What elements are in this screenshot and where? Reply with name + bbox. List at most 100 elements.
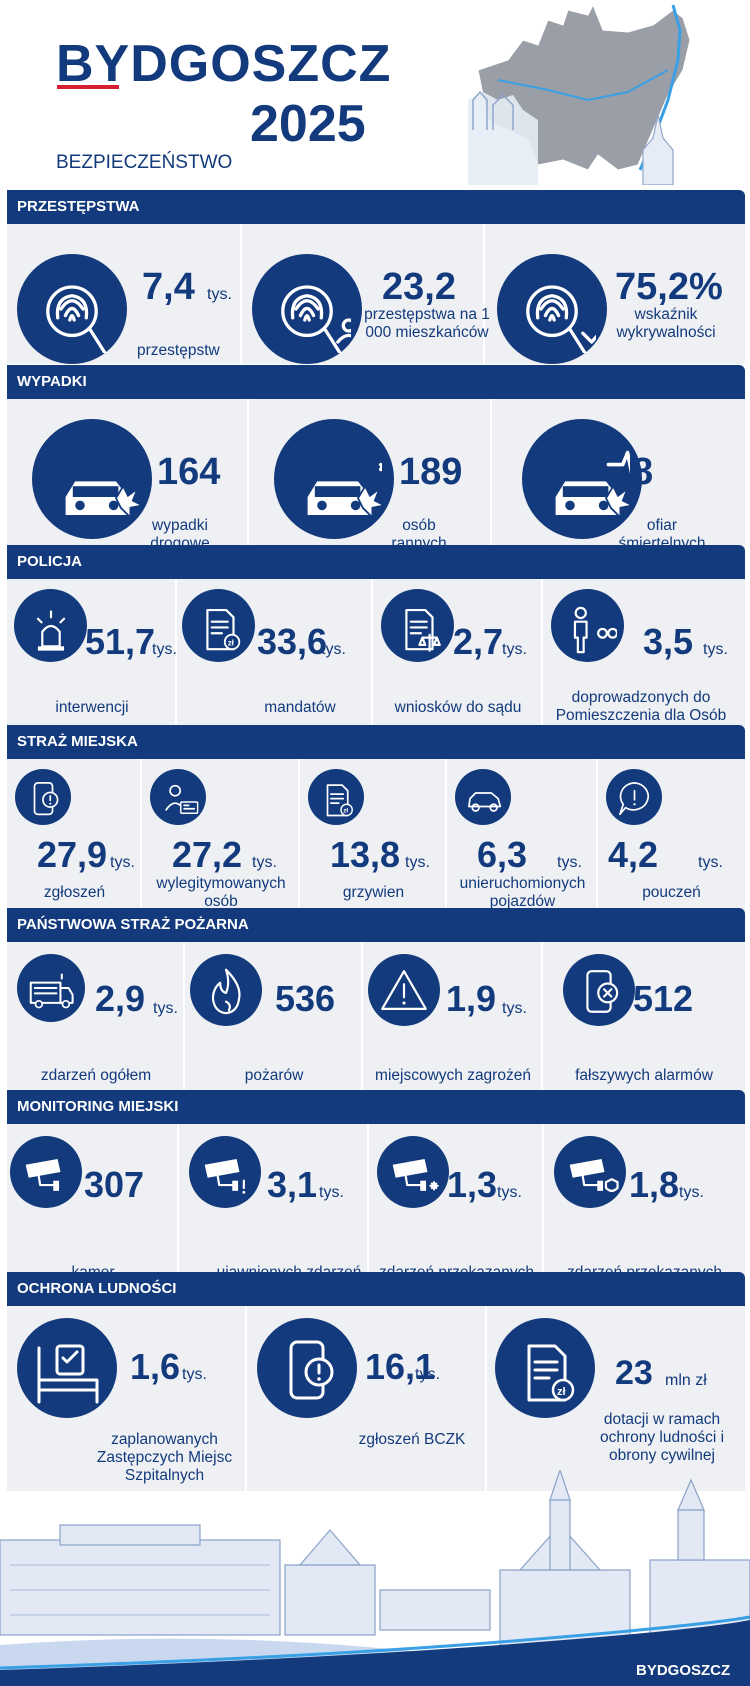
stat-label: przestępstwa na 1 000 mieszkańców [364, 306, 490, 341]
car-crash-medical-icon [274, 419, 394, 539]
stat-unit: tys. [321, 641, 346, 658]
city-skyline-illustration: BYDGOSZCZ [0, 1470, 750, 1686]
detained-person-icon [551, 589, 624, 662]
section-1: WYPADKI 164 wypadki drogowe 189 osób rannych… [7, 365, 745, 569]
section-body: 2,9 tys. zdarzeń ogółem 536 pożarów 1,9 tys. mi… [7, 942, 745, 1117]
stat-card: 4,2 tys. pouczeń [598, 759, 745, 929]
stat-value: 164 [157, 451, 221, 493]
stat-value: 51,7 [85, 621, 156, 662]
stat-label: zgłoszeń BCZK [358, 1431, 466, 1448]
section-2: POLICJA 51,7 tys. interwencji zł 33,6 tys. mand… [7, 545, 745, 749]
section-title: STRAŻ MIEJSKA [7, 725, 745, 759]
stat-card: 2,9 tys. zdarzeń ogółem [7, 942, 185, 1117]
stat-unit: tys. [252, 854, 277, 871]
stat-card: 1,6 tys. zaplanowanych Zastępczych Miejsc … [7, 1306, 247, 1491]
stat-value: 1,6 [130, 1346, 181, 1387]
stat-unit: tys. [207, 286, 232, 303]
stat-card: 536 pożarów [185, 942, 363, 1117]
stat-unit: tys. [497, 1184, 522, 1201]
stat-card: 1,9 tys. miejscowych zagrożeń [363, 942, 543, 1117]
stat-card: 3,5 tys. doprowadzonych do Pomieszczenia d… [543, 579, 739, 749]
stat-unit: tys. [415, 1366, 440, 1383]
svg-text:zł: zł [557, 1386, 566, 1398]
fire-truck-icon [17, 954, 85, 1022]
stat-label: fałszywych alarmów [575, 1067, 713, 1084]
stat-unit: tys. [502, 1000, 527, 1017]
stat-unit: tys. [110, 854, 135, 871]
stat-card: zł 33,6 tys. mandatów [177, 579, 373, 749]
stat-value: 6,3 [477, 834, 528, 875]
stat-card: 23,2 przestępstwa na 1 000 mieszkańców [242, 224, 490, 364]
cctv-camera-icon [10, 1136, 82, 1208]
stat-label: zgłoszeń [43, 884, 106, 901]
cctv-guard-icon [554, 1136, 626, 1208]
stat-value: 8 [632, 451, 654, 493]
stat-card: 2,7 tys. wniosków do sądu [373, 579, 543, 749]
stat-label: interwencji [55, 699, 129, 716]
stat-value: 27,9 [37, 834, 108, 875]
fingerprint-people-icon [252, 254, 362, 364]
stat-card: 27,9 tys. zgłoszeń [7, 759, 142, 929]
stat-value: 307 [84, 1164, 145, 1205]
stat-value: 3,5 [643, 621, 694, 662]
stat-label: przestępstw [137, 342, 220, 359]
section-0: PRZESTĘPSTWA 7,4 tys. przestępstw 23,2 przest… [7, 190, 745, 364]
stat-label: mandatów [264, 699, 336, 716]
stat-card: 7,4 tys. przestępstw [7, 224, 242, 364]
fingerprint-search-icon [17, 254, 127, 364]
stat-card: 6,3 tys. unieruchomionych pojazdów [447, 759, 598, 929]
stat-value: 16,1 [365, 1346, 436, 1387]
title-accent-line [57, 85, 119, 89]
stat-unit: tys. [698, 854, 723, 871]
section-6: OCHRONA LUDNOŚCI 1,6 tys. zaplanowanych Zas… [7, 1272, 745, 1491]
section-title: PRZESTĘPSTWA [7, 190, 745, 224]
stat-unit: tys. [405, 854, 430, 871]
stat-unit: tys. [152, 641, 177, 658]
stat-card: 75,2% wskaźnik wykrywalności [485, 224, 739, 364]
stat-value: 512 [633, 978, 694, 1019]
stat-label: miejscowych zagrożeń [375, 1067, 531, 1084]
stat-unit: tys. [679, 1184, 704, 1201]
stat-unit: tys. [502, 641, 527, 658]
ticket-document-icon: zł [182, 589, 255, 662]
section-3: STRAŻ MIEJSKA 27,9 tys. zgłoszeń 27,2 tys. wyl… [7, 725, 745, 929]
stat-value: 1,9 [446, 978, 497, 1019]
stat-label: pożarów [244, 1067, 304, 1084]
document-money-icon: zł [495, 1318, 595, 1418]
stat-value: 4,2 [608, 834, 659, 875]
section-body: 164 wypadki drogowe 189 osób rannych 8 ofiar … [7, 399, 745, 569]
page-subtitle: BEZPIECZEŃSTWO [56, 152, 233, 173]
stat-value: 2,9 [95, 978, 146, 1019]
stat-unit: mln zł [665, 1372, 707, 1389]
section-5: MONITORING MIEJSKI307kamer3,1tys.ujawnio… [7, 1090, 745, 1299]
phone-alert-icon [257, 1318, 357, 1418]
stat-value: 75,2% [615, 266, 723, 308]
stat-label: zdarzeń ogółem [40, 1067, 152, 1084]
stat-value: 7,4 [142, 266, 195, 308]
footer-logo: BYDGOSZCZ [636, 1662, 730, 1679]
city-map-illustration [468, 3, 691, 185]
flame-icon [190, 954, 262, 1026]
stat-label: dotacji w ramach ochrony ludności i obro… [599, 1411, 725, 1464]
id-card-person-icon [150, 769, 206, 825]
section-body: 27,9 tys. zgłoszeń 27,2 tys. wylegitymowanych… [7, 759, 745, 929]
court-document-icon [381, 589, 454, 662]
section-title: OCHRONA LUDNOŚCI [7, 1272, 745, 1306]
stat-card: zł 13,8 tys. grzywien [300, 759, 447, 929]
stat-value: 2,7 [453, 621, 504, 662]
stat-card: 8 ofiar śmiertelnych [492, 399, 739, 569]
section-title: MONITORING MIEJSKI [7, 1090, 745, 1124]
stat-card: 189 osób rannych [249, 399, 492, 569]
stat-unit: tys. [153, 1000, 178, 1017]
section-body: 1,6 tys. zaplanowanych Zastępczych Miejsc … [7, 1306, 745, 1491]
stat-card: zł 23 mln zł dotacji w ramach ochrony ludno… [487, 1306, 745, 1491]
car-crash-icon [32, 419, 152, 539]
phone-alert-icon [15, 769, 71, 825]
section-title: PAŃSTWOWA STRAŻ POŻARNA [7, 908, 745, 942]
car-immobilized-icon [455, 769, 511, 825]
police-siren-icon [14, 589, 87, 662]
stat-unit: tys. [319, 1184, 344, 1201]
header: BYDGOSZCZ 2025 BEZPIECZEŃSTWO [0, 0, 750, 185]
stat-value: 23 [615, 1354, 653, 1392]
stat-value: 1,3 [447, 1164, 498, 1205]
